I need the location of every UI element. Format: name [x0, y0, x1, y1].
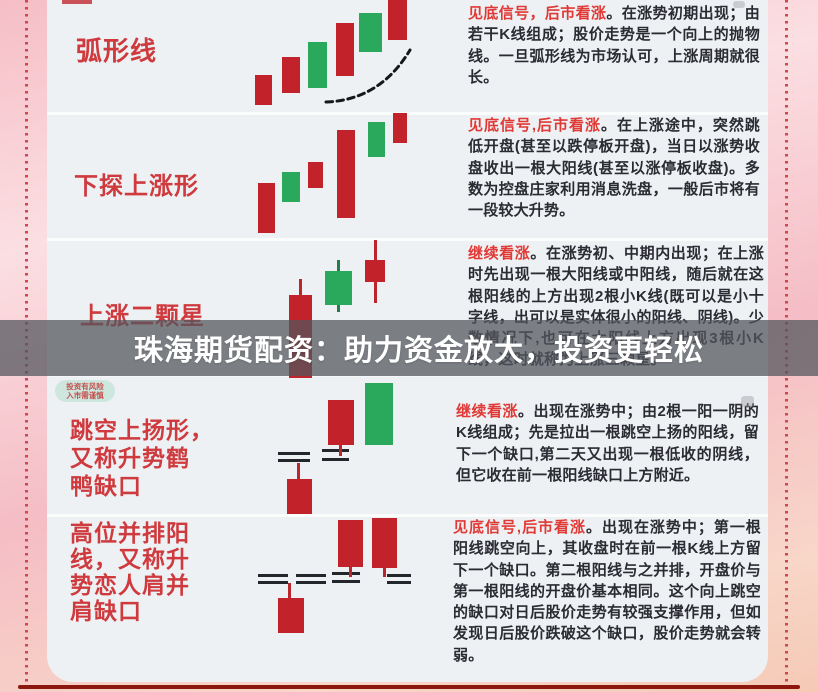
watermark-text: 珠海期货配资：助力资金放大，投资更轻松	[133, 335, 704, 367]
desc-text: 。出现在涨势中；由2根一阳一阴的K线组成；先是拉出一根跳空上扬的阳线，留下一个缺…	[456, 403, 759, 484]
pattern-title-arc-line: 弧形线	[76, 36, 158, 66]
desc-text: 。在涨势初期出现；由若干K线组成；股价走势是一个向上的抛物线。一旦弧形线为市场认…	[468, 5, 760, 86]
bottom-accent-line	[18, 685, 800, 689]
signal-label: 见底信号，后市看涨	[468, 5, 607, 22]
pattern-desc-side-by-side-yang: 见底信号,后市看涨。出现在涨势中；第一根阳线跳空向上，其收盘时在前一根K线上方留…	[453, 517, 761, 666]
watermark-artifact-icon	[741, 396, 754, 407]
desc-text: 。在上涨途中，突然跳低开盘(甚至以跌停板开盘)，当日以涨势收盘收出一根大阳线(甚…	[468, 117, 760, 220]
cropped-title-fragment	[62, 0, 92, 4]
pattern-desc-dip-and-rise: 见底信号,后市看涨。在上涨途中，突然跳低开盘(甚至以跌停板开盘)，当日以涨势收盘…	[468, 115, 760, 221]
signal-label: 见底信号,后市看涨	[453, 519, 586, 536]
risk-disclaimer-badge: 投资有风险 入市需谨慎	[55, 380, 115, 402]
row-separator	[47, 514, 768, 517]
watermark-artifact-icon	[733, 1, 745, 8]
signal-label: 见底信号,后市看涨	[468, 117, 601, 134]
risk-disclaimer-line2: 入市需谨慎	[66, 391, 104, 400]
dashed-arc-curve-icon	[324, 48, 412, 104]
pattern-desc-gap-up-rising: 继续看涨。出现在涨势中；由2根一阳一阴的K线组成；先是拉出一根跳空上扬的阳线，留…	[456, 401, 759, 486]
risk-disclaimer-line1: 投资有风险	[66, 382, 104, 391]
pattern-title-side-by-side-yang: 高位并排阳 线，又称升 势恋人肩并 肩缺口	[70, 520, 190, 624]
row-separator	[47, 375, 768, 377]
signal-label: 继续看涨	[456, 403, 518, 420]
pattern-title-gap-up-rising: 跳空上扬形， 又称升势鹤 鸭缺口	[70, 417, 214, 499]
row-separator	[47, 238, 768, 241]
desc-text: 。出现在涨势中；第一根阳线跳空向上，其收盘时在前一根K线上方留下一个缺口。第二根…	[453, 519, 762, 664]
row-separator	[47, 112, 768, 115]
watermark-band: 珠海期货配资：助力资金放大，投资更轻松	[0, 320, 818, 376]
pattern-title-dip-and-rise: 下探上涨形	[74, 173, 199, 200]
pattern-desc-arc-line: 见底信号，后市看涨。在涨势初期出现；由若干K线组成；股价走势是一个向上的抛物线。…	[468, 3, 760, 88]
signal-label: 继续看涨	[468, 245, 531, 262]
